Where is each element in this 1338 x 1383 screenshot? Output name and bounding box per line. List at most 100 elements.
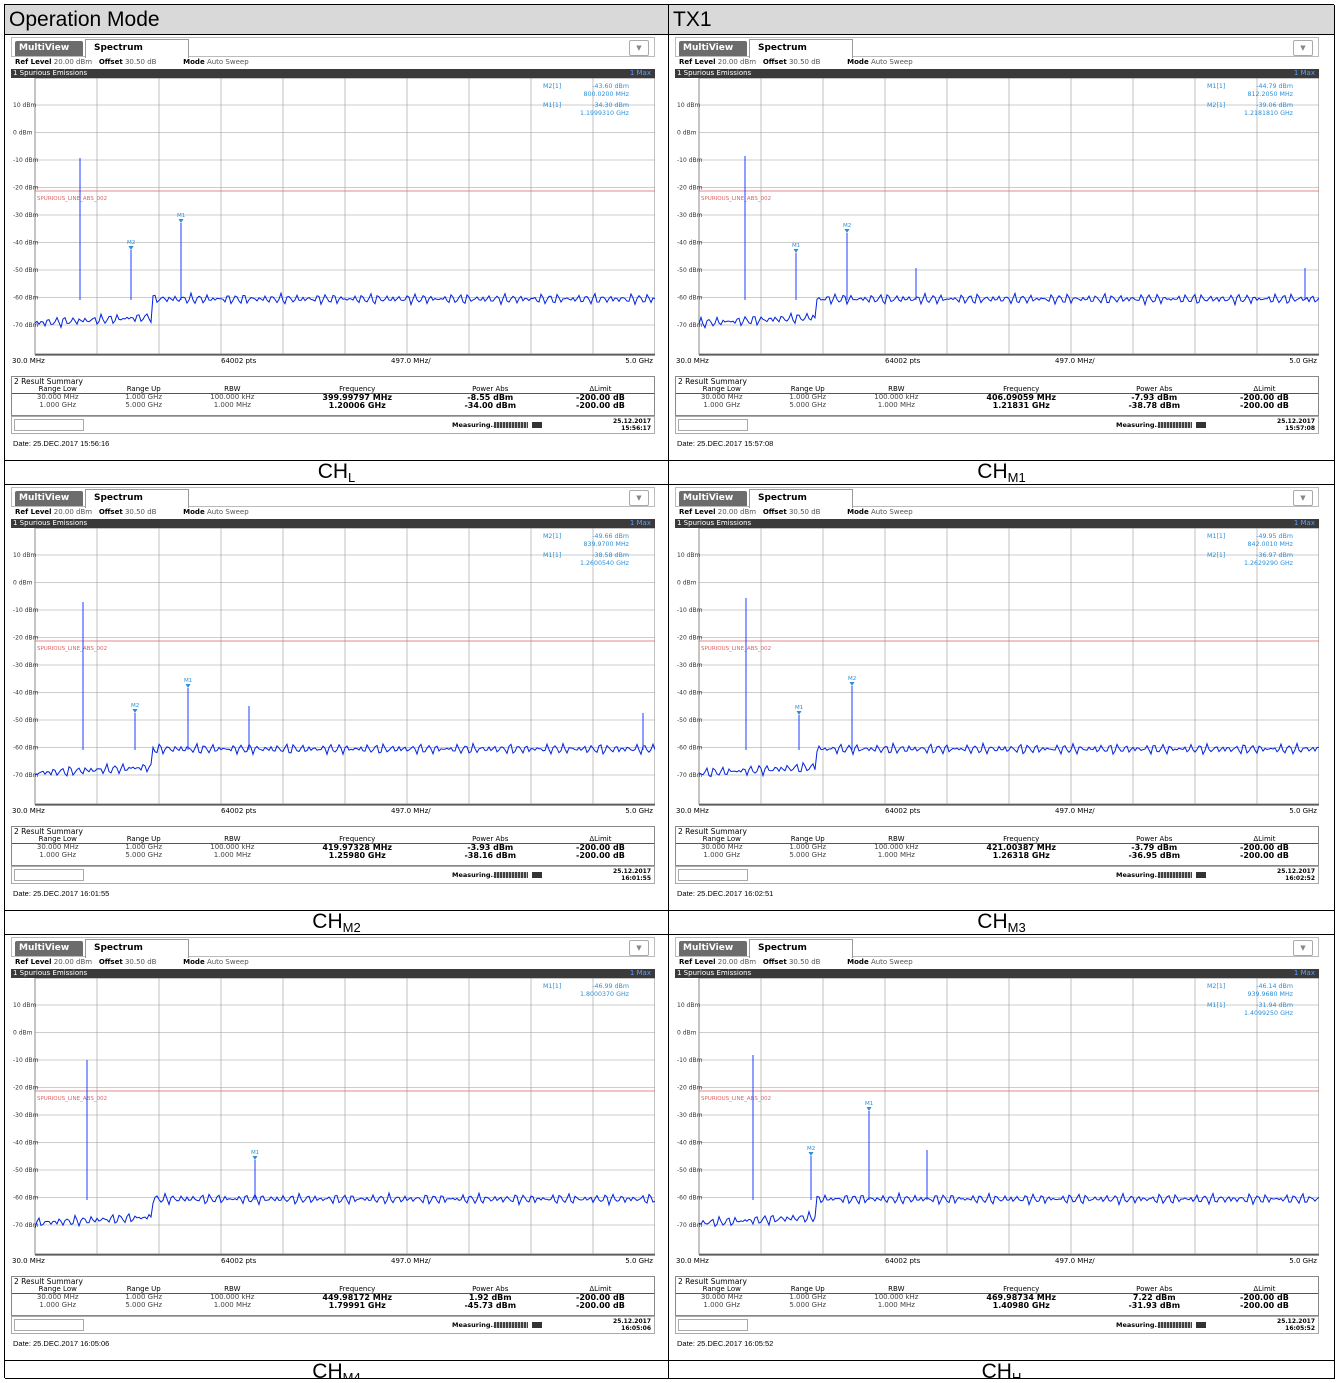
marker-triangle-icon[interactable] [128,246,134,250]
tab-multiview[interactable]: MultiView [15,941,83,956]
offset-label: Offset [98,958,123,966]
x-stop-label: 5.0 GHz [625,1257,653,1265]
date-footer: Date: 25.DEC.2017 16:05:06 [13,1339,109,1348]
status-date: 25.12.2017 [1277,1318,1315,1325]
marker-triangle-icon[interactable] [808,1152,814,1156]
date-prefix: Date: 25.DEC.2017 [677,439,743,448]
tab-multiview[interactable]: MultiView [679,941,747,956]
marker-triangle-icon[interactable] [178,219,184,223]
tab-spectrum[interactable]: Spectrum [85,939,189,958]
ref-level-label: Ref Level [15,508,52,516]
limit-cell: -200.00 dB [576,843,625,852]
tab-multiview[interactable]: MultiView [15,491,83,506]
rbw-cell: 100.000 kHz [210,393,255,401]
marker-triangle-icon[interactable] [132,709,138,713]
panel-cell: MultiView Spectrum ▼ Ref Level 20.00 dBm Of… [669,935,1335,1361]
dropdown-arrow-icon[interactable]: ▼ [1293,490,1313,506]
marker-triangle-icon[interactable] [844,229,850,233]
x-span-label: 497.0 MHz/ [1055,357,1095,365]
spectrum-plot: 10 dBm 0 dBm -10 dBm -20 dBm -30 dBm -40 dBm -… [675,528,1319,826]
caption-sub: H [1011,1370,1022,1379]
status-datetime: 25.12.2017 16:02:52 [1277,868,1315,882]
y-tick-label: -10 dBm [13,1057,39,1064]
result-header: ΔLimit [546,1285,654,1294]
result-title: 2 Result Summary [678,377,747,386]
status-input-box[interactable] [678,419,748,431]
table-row: 1.000 GHz 5.000 GHz 1.000 MHz 1.25980 GHz -3… [12,850,654,860]
rbw-cell: 1.000 MHz [213,850,251,859]
mode-value: Auto Sweep [206,508,249,516]
dropdown-arrow-icon[interactable]: ▼ [629,40,649,56]
measuring-status: Measuring... [1116,421,1162,429]
date-footer: Date: 25.DEC.2017 15:56:16 [13,439,109,448]
result-header: Power Abs [1097,835,1211,844]
points-label: 64002 pts [885,357,921,365]
window-title-bar: 1 Spurious Emissions 1 Max [11,519,655,528]
marker-info-name: M1[1] [543,102,561,109]
status-input-box[interactable] [14,1319,84,1331]
status-time: 16:02:52 [1285,875,1315,882]
caption-sub: L [348,470,356,485]
status-input-box[interactable] [14,869,84,881]
y-tick-label: -10 dBm [677,157,703,164]
marker-triangle-icon[interactable] [796,711,802,715]
result-header: RBW [183,1285,281,1294]
marker-triangle-icon[interactable] [793,249,799,253]
x-span-label: 497.0 MHz/ [391,357,431,365]
frequency-cell: 1.20006 GHz [328,400,386,410]
tab-multiview[interactable]: MultiView [679,491,747,506]
status-input-box[interactable] [678,869,748,881]
y-tick-label: -20 dBm [677,1085,703,1092]
window-title-bar: 1 Spurious Emissions 1 Max [11,69,655,78]
x-start-label: 30.0 MHz [676,807,709,815]
limit-cell: -200.00 dB [1240,393,1289,402]
caption-main: CH [312,911,343,933]
table-row: 30.000 MHz 1.000 GHz 100.000 kHz 399.99797 … [12,393,654,401]
tab-spectrum[interactable]: Spectrum [85,39,189,58]
result-header: Power Abs [1097,385,1211,394]
marker-info-name: M2[1] [1207,983,1225,990]
result-header: Power Abs [1097,1285,1211,1294]
tab-spectrum[interactable]: Spectrum [749,39,853,58]
dropdown-arrow-icon[interactable]: ▼ [629,490,649,506]
y-tick-label: -50 dBm [677,1167,703,1174]
x-stop-label: 5.0 GHz [1289,1257,1317,1265]
result-title: 2 Result Summary [678,1277,747,1286]
dropdown-arrow-icon[interactable]: ▼ [1293,940,1313,956]
tab-multiview[interactable]: MultiView [679,41,747,56]
window-title-bar: 1 Spurious Emissions 1 Max [675,519,1319,528]
marker-triangle-icon[interactable] [866,1107,872,1111]
marker-label: M1 [251,1150,259,1156]
date-time: 16:01:55 [80,889,110,898]
result-title: 2 Result Summary [678,827,747,836]
marker-triangle-icon[interactable] [185,684,191,688]
dropdown-arrow-icon[interactable]: ▼ [1293,40,1313,56]
status-input-box[interactable] [14,419,84,431]
marker-info-freq: 800.0200 MHz [583,91,629,98]
result-header: Power Abs [433,385,547,394]
y-tick-label: -40 dBm [677,240,703,247]
marker-triangle-icon[interactable] [849,682,855,686]
tab-spectrum[interactable]: Spectrum [85,489,189,508]
tab-multiview[interactable]: MultiView [15,41,83,56]
range-up-cell: 5.000 GHz [789,1300,827,1309]
window-title-bar: 1 Spurious Emissions 1 Max [11,969,655,978]
marker-info-freq: 1.2629290 GHz [1244,560,1294,567]
date-time: 15:56:16 [80,439,110,448]
points-label: 64002 pts [221,357,257,365]
status-input-box[interactable] [678,1319,748,1331]
progress-bar [1158,872,1192,878]
tab-spectrum[interactable]: Spectrum [749,489,853,508]
tab-spectrum[interactable]: Spectrum [749,939,853,958]
dropdown-arrow-icon[interactable]: ▼ [629,940,649,956]
marker-triangle-icon[interactable] [252,1156,258,1160]
marker-info-name: M2[1] [543,533,561,540]
power-cell: -36.95 dBm [1128,850,1181,860]
y-tick-label: -10 dBm [13,157,39,164]
tab-bar: MultiView Spectrum ▼ [11,37,655,58]
range-up-cell: 1.000 GHz [125,1293,163,1301]
status-time: 15:56:17 [621,425,651,432]
panel-cell: MultiView Spectrum ▼ Ref Level 20.00 dBm Of… [5,485,669,911]
y-tick-label: -60 dBm [13,1195,39,1202]
ref-level-value: 20.00 dBm [53,958,93,966]
